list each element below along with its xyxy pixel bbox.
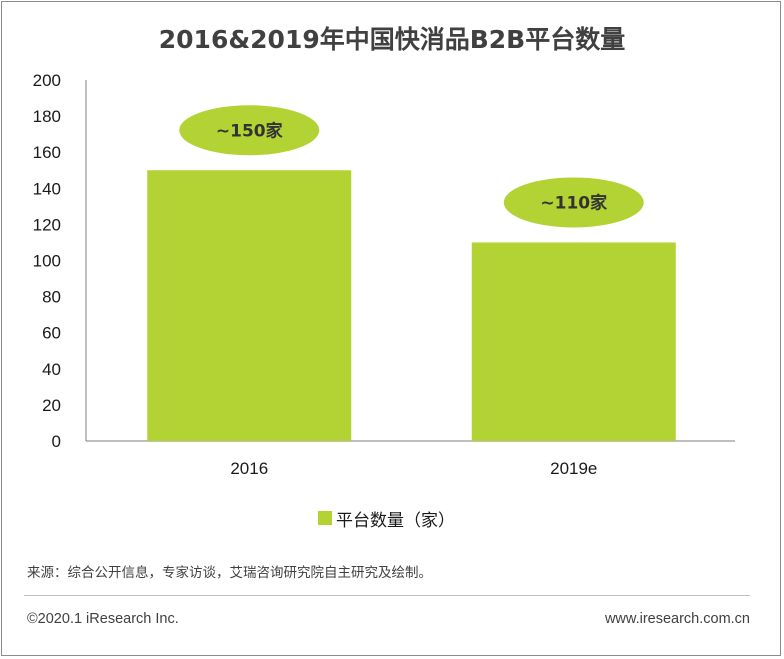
- data-label-bubble: [179, 105, 320, 156]
- y-tick-label: 0: [52, 432, 61, 451]
- legend-label: 平台数量（家）: [336, 510, 455, 531]
- data-labels: ~150家 ~110家: [179, 105, 644, 228]
- y-tick-label: 120: [33, 215, 61, 234]
- bar-2016: [147, 170, 352, 441]
- y-tick-label: 100: [33, 252, 61, 271]
- copyright: ©2020.1 iResearch Inc.: [27, 611, 179, 627]
- legend: 平台数量（家）: [318, 506, 455, 531]
- category-label: 2019e: [550, 459, 597, 478]
- y-tick-label: 60: [42, 324, 61, 343]
- source-note: 来源：综合公开信息，专家访谈，艾瑞咨询研究院自主研究及绘制。: [27, 565, 432, 581]
- footer-divider: [24, 595, 750, 596]
- data-label: ~150家: [216, 120, 283, 141]
- y-tick-label: 140: [33, 179, 61, 198]
- category-labels: 2016 2019e: [230, 459, 597, 478]
- y-tick-label: 40: [42, 360, 61, 379]
- y-tick-label: 20: [42, 396, 61, 415]
- legend-swatch: [318, 511, 332, 525]
- data-label: ~110家: [540, 192, 607, 213]
- site-url: www.iresearch.com.cn: [604, 611, 750, 627]
- y-tick-label: 180: [33, 107, 61, 126]
- data-label-bubble: [503, 177, 644, 228]
- y-tick-label: 200: [33, 71, 61, 90]
- y-tick-labels: 0 20 40 60 80 100 120 140 160 180 200: [33, 71, 61, 451]
- category-label: 2016: [230, 459, 268, 478]
- y-tick-label: 80: [42, 288, 61, 307]
- bar-2019e: [471, 242, 676, 441]
- bars: [147, 170, 676, 441]
- chart-title: 2016&2019年中国快消品B2B平台数量: [158, 25, 626, 54]
- y-tick-label: 160: [33, 143, 61, 162]
